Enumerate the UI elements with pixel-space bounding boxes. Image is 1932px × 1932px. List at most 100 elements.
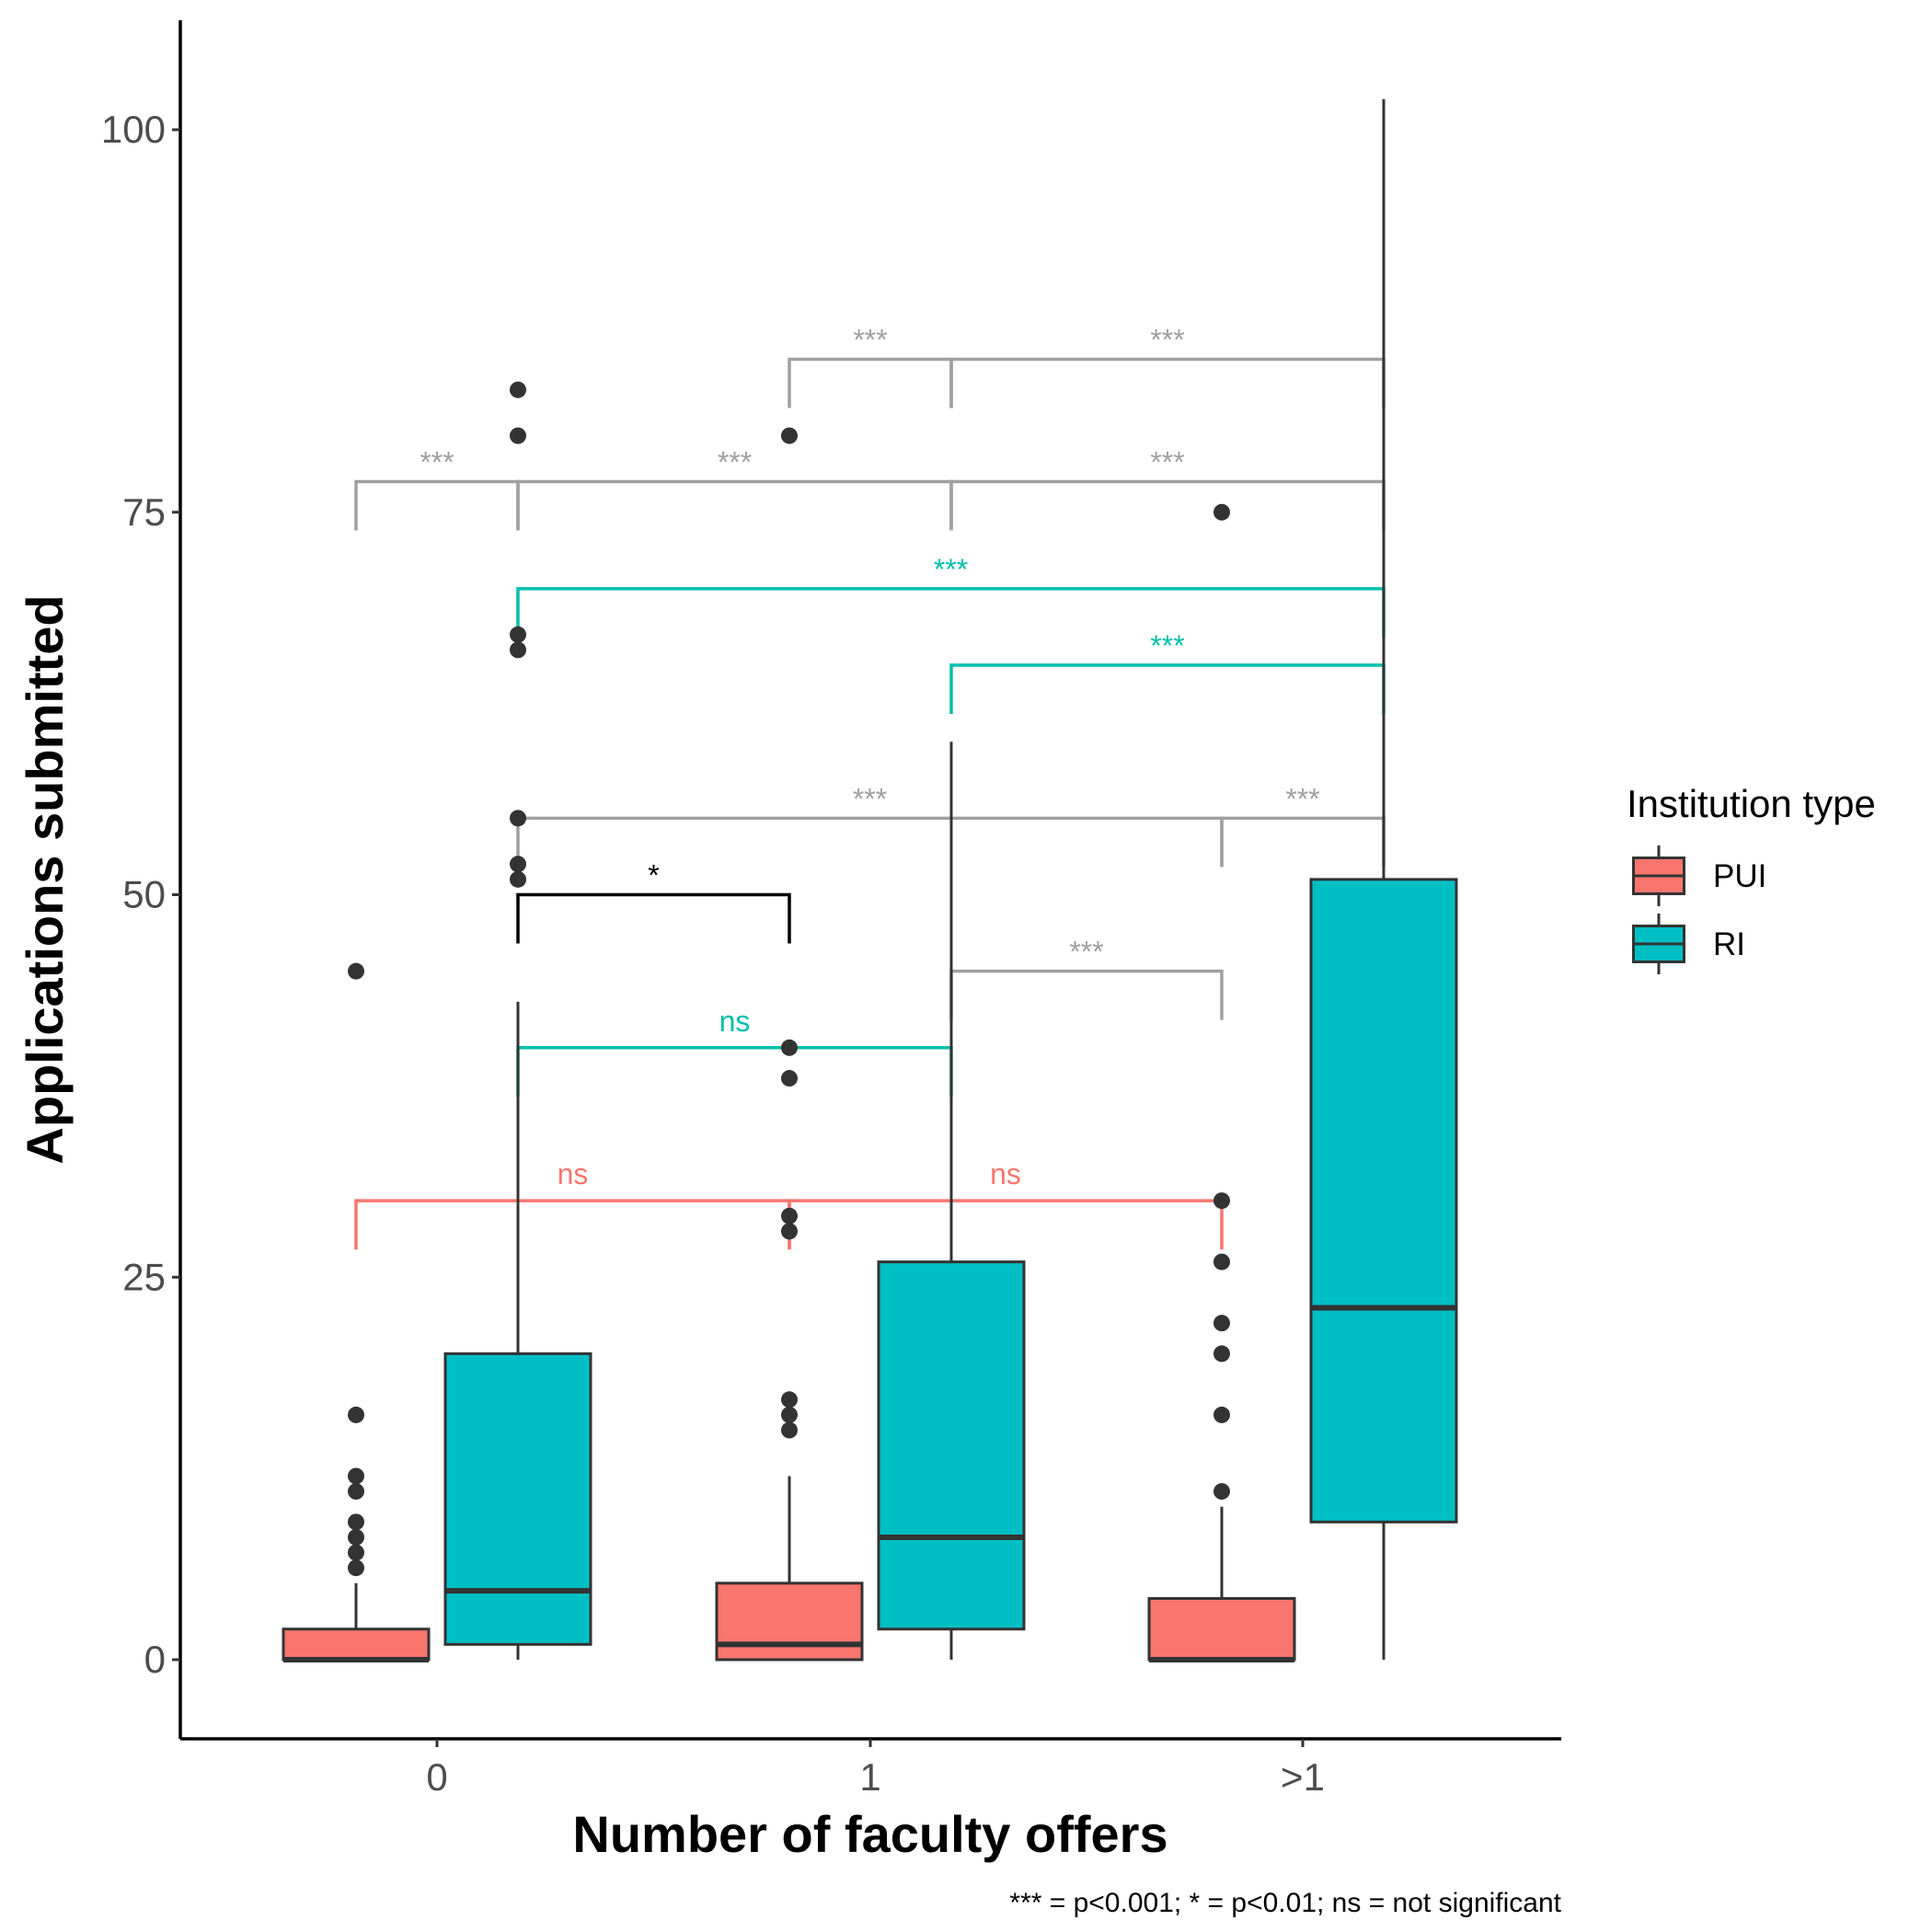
caption: *** = p<0.001; * = p<0.01; ns = not sign… <box>1009 1888 1561 1918</box>
outlier-point <box>348 1559 364 1577</box>
outlier-point <box>510 870 526 888</box>
boxplot-pui-gt1 <box>1147 503 1296 1662</box>
x-tick-label: 1 <box>859 1755 880 1799</box>
outlier-point <box>510 641 526 659</box>
boxplot-ri-1 <box>877 742 1026 1660</box>
y-tick-label: 0 <box>144 1638 166 1681</box>
outlier-point <box>781 1070 798 1087</box>
outlier-point <box>348 962 364 980</box>
outlier-point <box>348 1513 364 1531</box>
outlier-point <box>1213 503 1230 521</box>
comparison-bracket: * <box>516 859 791 944</box>
boxplot-ri-gt1 <box>1309 98 1458 1660</box>
comparison-bracket: *** <box>949 445 1386 531</box>
bracket-line <box>354 1199 791 1250</box>
outlier-point <box>348 1467 364 1485</box>
significance-label: *** <box>1150 323 1184 356</box>
outlier-point <box>781 427 798 444</box>
bracket-line <box>516 1046 953 1097</box>
outlier-point <box>781 1223 798 1240</box>
box-iqr <box>877 1260 1026 1631</box>
outlier-point <box>1213 1406 1230 1423</box>
significance-label: ns <box>719 1005 751 1038</box>
boxplots <box>282 98 1458 1662</box>
bracket-line <box>516 479 953 531</box>
outlier-point <box>348 1406 364 1423</box>
significance-label: *** <box>1150 629 1184 662</box>
legend-label: PUI <box>1713 858 1766 894</box>
bracket-line <box>788 1199 1224 1250</box>
y-tick-label: 100 <box>101 108 166 151</box>
box-iqr <box>282 1627 431 1662</box>
outlier-point <box>781 1207 798 1225</box>
comparison-bracket: *** <box>516 782 1224 868</box>
comparison-bracket: *** <box>516 553 1386 638</box>
y-tick-label: 75 <box>122 490 166 534</box>
comparison-bracket: *** <box>788 323 953 408</box>
y-axis-title: Applications submitted <box>16 594 74 1164</box>
significance-label: *** <box>1069 936 1103 969</box>
bracket-line <box>354 479 520 531</box>
bracket-line <box>788 357 953 408</box>
significance-label: ns <box>990 1157 1021 1190</box>
outlier-point <box>1213 1483 1230 1501</box>
comparison-bracket: *** <box>949 936 1224 1020</box>
y-tick-label: 50 <box>122 873 166 916</box>
outlier-point <box>1213 1315 1230 1332</box>
outlier-point <box>781 1391 798 1409</box>
bracket-line <box>1220 816 1386 868</box>
outlier-point <box>348 1528 364 1546</box>
legend-title: Institution type <box>1627 782 1876 825</box>
legend-item-ri: RI <box>1632 914 1745 974</box>
bracket-line <box>516 892 791 944</box>
legend-item-pui: PUI <box>1632 845 1766 906</box>
comparison-bracket: *** <box>354 445 520 531</box>
comparison-bracket: ns <box>516 1005 953 1097</box>
legend-label: RI <box>1713 926 1745 962</box>
bracket-line <box>516 816 1224 868</box>
boxplot-pui-1 <box>715 427 864 1662</box>
significance-label: *** <box>934 553 968 586</box>
bracket-line <box>949 357 1386 408</box>
box-iqr <box>1309 878 1458 1524</box>
outlier-point <box>348 1483 364 1501</box>
legend: Institution type PUI RI <box>1627 782 1876 974</box>
outlier-point <box>510 427 526 444</box>
outlier-point <box>510 626 526 643</box>
significance-label: *** <box>1150 445 1184 478</box>
tick-labels: 0 25 50 75 100 0 1 >1 <box>101 108 1325 1799</box>
outlier-point <box>781 1406 798 1423</box>
significance-label: *** <box>1285 782 1319 815</box>
comparison-bracket: *** <box>516 445 953 531</box>
boxplot-ri-0 <box>443 381 592 1660</box>
bracket-line <box>516 587 1386 638</box>
significance-label: ns <box>558 1157 589 1190</box>
x-tick-label: 0 <box>426 1755 447 1799</box>
outlier-point <box>1213 1192 1230 1210</box>
y-tick-label: 25 <box>122 1255 166 1298</box>
outlier-point <box>1213 1253 1230 1271</box>
comparison-bracket: *** <box>949 629 1386 715</box>
box-iqr <box>443 1351 592 1646</box>
box-iqr <box>1147 1596 1296 1662</box>
significance-label: *** <box>853 323 887 356</box>
outlier-point <box>781 1039 798 1056</box>
outlier-point <box>510 381 526 398</box>
bracket-line <box>949 479 1386 531</box>
bracket-line <box>949 969 1224 1020</box>
outlier-point <box>348 1544 364 1561</box>
comparison-bracket: ns <box>788 1157 1224 1250</box>
outlier-point <box>1213 1345 1230 1363</box>
bracket-line <box>949 663 1386 715</box>
boxplot-pui-0 <box>282 962 431 1662</box>
x-axis-title: Number of faculty offers <box>572 1805 1167 1863</box>
box-iqr <box>715 1581 864 1662</box>
significance-label: *** <box>853 782 887 815</box>
comparison-bracket: *** <box>1220 782 1386 868</box>
outlier-point <box>510 810 526 827</box>
comparison-bracket: *** <box>949 323 1386 408</box>
outlier-point <box>510 856 526 873</box>
